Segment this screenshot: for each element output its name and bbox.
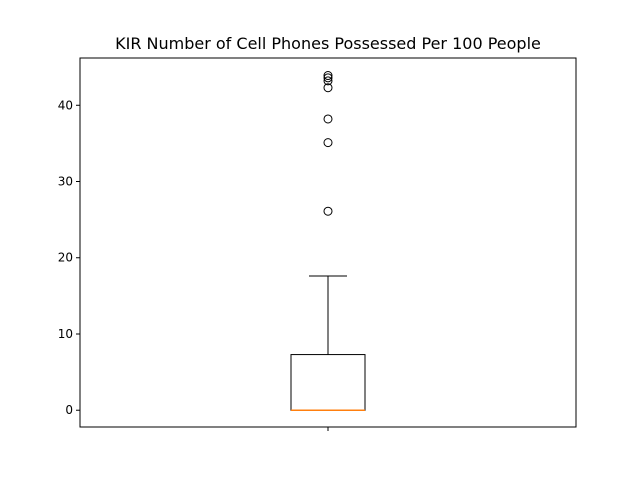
- outlier-point: [323, 71, 333, 81]
- outlier-point: [323, 206, 333, 216]
- y-tick-label: 20: [58, 251, 73, 265]
- y-tick-label: 30: [58, 175, 73, 189]
- outlier-point: [323, 138, 333, 148]
- outlier-point: [323, 73, 333, 83]
- chart-title: KIR Number of Cell Phones Possessed Per …: [115, 34, 541, 53]
- y-axis: 0 10 20 30 40: [58, 98, 80, 417]
- outlier-point: [323, 83, 333, 93]
- y-tick-label: 40: [58, 98, 73, 112]
- y-tick-label: 0: [65, 403, 73, 417]
- y-tick-label: 10: [58, 327, 73, 341]
- boxplot: [290, 71, 366, 411]
- plot-area: [79, 57, 577, 428]
- outlier-point: [323, 76, 333, 86]
- outlier-point: [323, 114, 333, 124]
- box: [290, 354, 366, 411]
